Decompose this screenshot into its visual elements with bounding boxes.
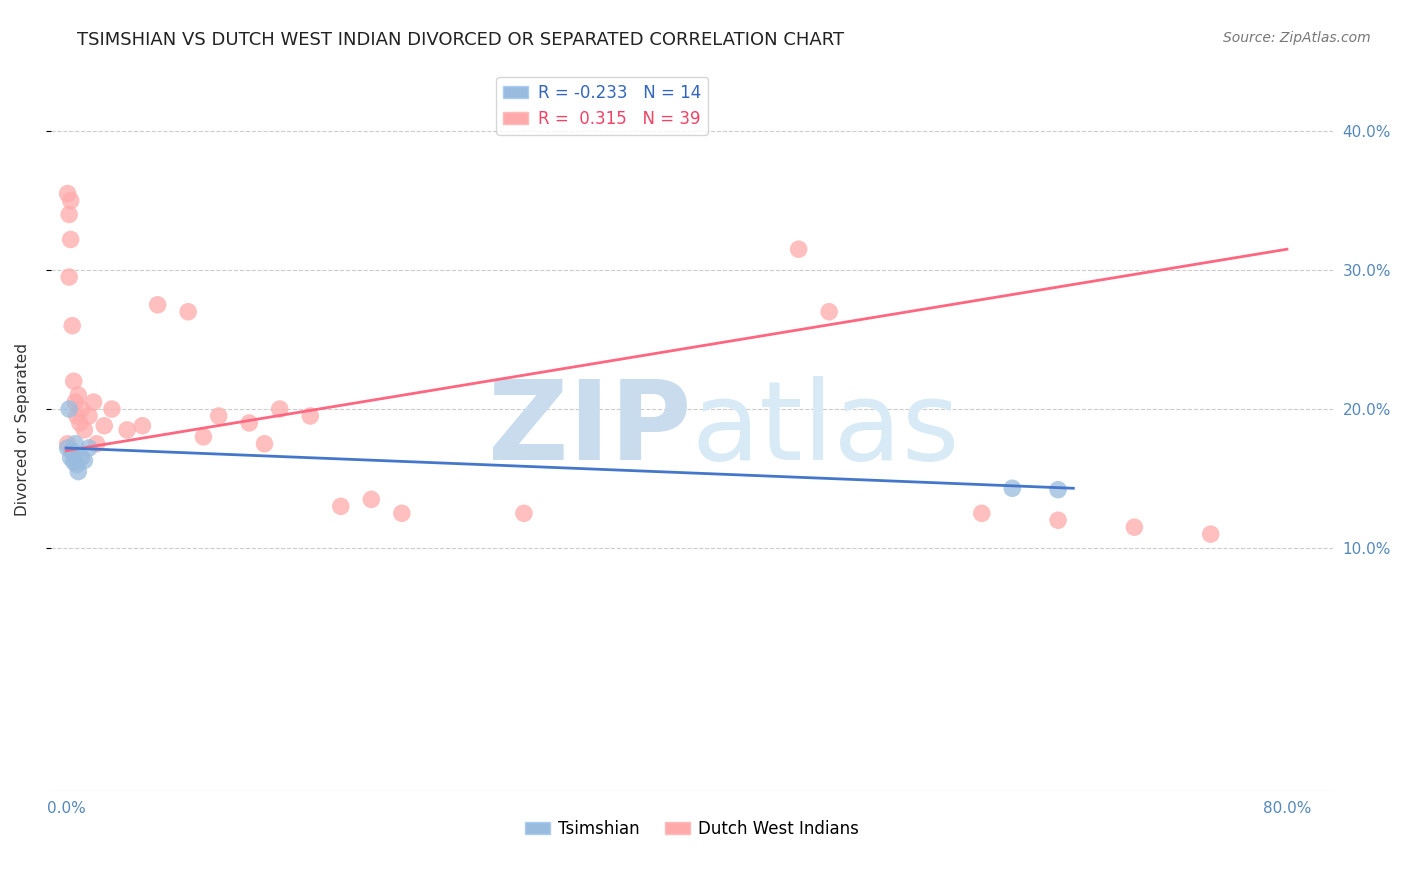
Point <box>818 304 841 318</box>
Point <box>970 506 993 520</box>
Text: Source: ZipAtlas.com: Source: ZipAtlas.com <box>1223 31 1371 45</box>
Text: ZIP: ZIP <box>488 376 692 483</box>
Point <box>62 455 84 469</box>
Point <box>101 402 124 417</box>
Point <box>1123 520 1146 534</box>
Point <box>59 450 82 465</box>
Legend: Tsimshian, Dutch West Indians: Tsimshian, Dutch West Indians <box>517 813 866 845</box>
Point <box>58 270 80 285</box>
Point <box>299 409 322 423</box>
Point <box>360 492 382 507</box>
Point <box>177 304 200 318</box>
Point <box>67 465 90 479</box>
Point <box>131 418 153 433</box>
Point <box>77 409 100 423</box>
Point <box>269 402 291 417</box>
Point <box>208 409 231 423</box>
Point <box>56 437 79 451</box>
Point <box>787 242 810 256</box>
Point <box>193 430 215 444</box>
Point <box>391 506 413 520</box>
Point <box>58 402 80 417</box>
Point <box>56 441 79 455</box>
Point <box>70 402 93 417</box>
Point <box>69 416 91 430</box>
Point <box>93 418 115 433</box>
Point <box>56 186 79 201</box>
Point <box>70 450 93 465</box>
Point <box>59 232 82 246</box>
Point <box>1001 481 1024 495</box>
Point <box>83 395 105 409</box>
Point <box>62 446 84 460</box>
Point <box>65 437 87 451</box>
Point <box>253 437 276 451</box>
Point <box>66 458 89 472</box>
Point <box>60 443 83 458</box>
Point <box>59 194 82 208</box>
Point <box>1199 527 1222 541</box>
Point <box>329 500 352 514</box>
Point <box>115 423 138 437</box>
Point <box>238 416 260 430</box>
Point <box>58 207 80 221</box>
Text: atlas: atlas <box>692 376 960 483</box>
Point <box>60 318 83 333</box>
Point <box>1047 483 1070 497</box>
Point <box>73 453 96 467</box>
Point <box>67 388 90 402</box>
Text: TSIMSHIAN VS DUTCH WEST INDIAN DIVORCED OR SEPARATED CORRELATION CHART: TSIMSHIAN VS DUTCH WEST INDIAN DIVORCED … <box>77 31 845 49</box>
Point <box>1047 513 1070 527</box>
Point <box>66 409 89 423</box>
Point <box>65 395 87 409</box>
Point <box>77 441 100 455</box>
Point <box>86 437 108 451</box>
Point <box>62 374 84 388</box>
Y-axis label: Divorced or Separated: Divorced or Separated <box>15 343 30 516</box>
Point <box>73 423 96 437</box>
Point <box>513 506 536 520</box>
Point <box>146 298 169 312</box>
